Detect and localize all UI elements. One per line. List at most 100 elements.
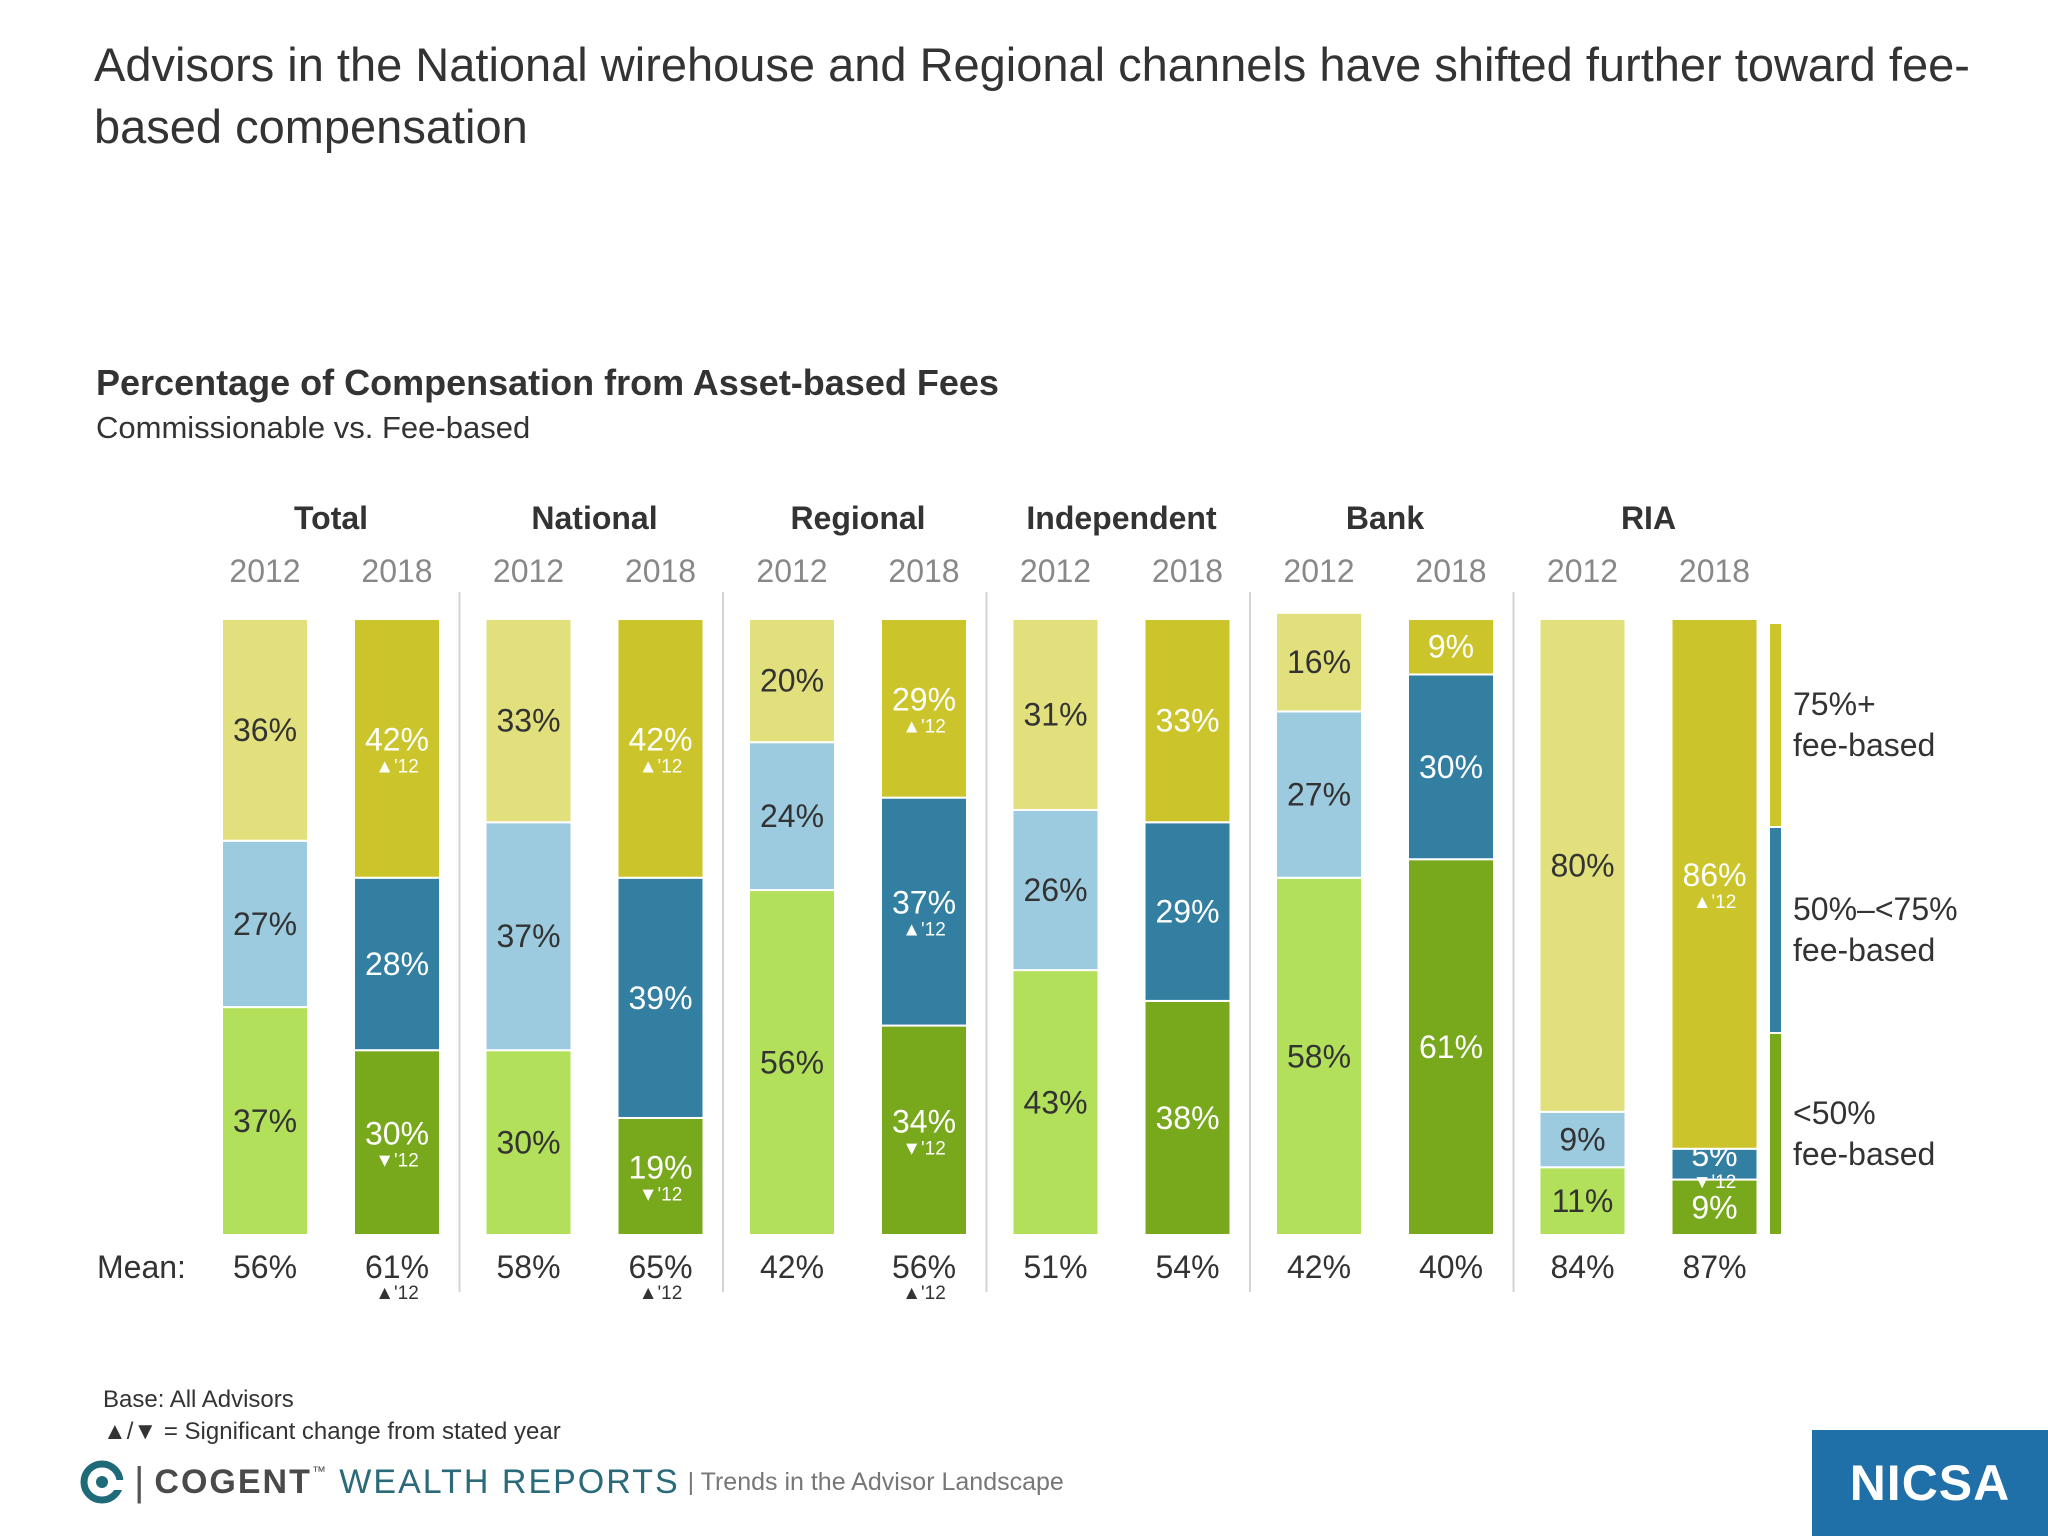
data-label: 24% [760, 798, 824, 834]
year-label: 2018 [888, 553, 959, 589]
data-label: 37% [233, 1103, 297, 1139]
year-label: 2012 [493, 553, 564, 589]
data-label: 42% [365, 721, 429, 757]
significance-marker: ▼'12 [1693, 1172, 1737, 1193]
data-label: 58% [1287, 1038, 1351, 1074]
chart-title: Percentage of Compensation from Asset-ba… [96, 362, 999, 403]
bar-segment-top [221, 618, 309, 842]
brand-trademark: ™ [311, 1462, 328, 1479]
year-label: 2018 [1415, 553, 1486, 589]
data-label: 9% [1428, 629, 1474, 665]
year-label: 2012 [1020, 553, 1091, 589]
mean-value: 58% [496, 1249, 560, 1285]
mean-value: 84% [1550, 1249, 1614, 1285]
bar-segment-mid [1538, 1110, 1627, 1169]
data-label: 33% [1155, 703, 1219, 739]
bar-segment-lt50 [1670, 1178, 1759, 1237]
significance-marker: ▲'12 [375, 756, 419, 777]
data-label: 29% [892, 681, 956, 717]
group-label-ria: RIA [1621, 500, 1676, 536]
year-label: 2018 [625, 553, 696, 589]
bar-segment-lt50 [1275, 876, 1363, 1236]
data-label: 37% [892, 885, 956, 921]
group-label-bank: Bank [1346, 500, 1424, 536]
mean-value: 56% [892, 1249, 956, 1285]
bar-segment-top [748, 618, 836, 744]
data-label: 38% [1155, 1100, 1219, 1136]
mean-value: 42% [1287, 1249, 1351, 1285]
data-label: 9% [1691, 1189, 1737, 1225]
group-label-national: National [531, 500, 657, 536]
bar-segment-lt50 [221, 1006, 309, 1237]
mean-label: Mean: [97, 1249, 186, 1285]
year-label: 2012 [1547, 553, 1618, 589]
data-label: 80% [1550, 847, 1614, 883]
data-label: 56% [760, 1045, 824, 1081]
legend-swatch-top [1770, 624, 1781, 826]
bar-segment-lt50 [1538, 1166, 1627, 1236]
mean-value: 61% [365, 1249, 429, 1285]
year-label: 2012 [229, 553, 300, 589]
bar-segment-lt50 [1143, 999, 1232, 1236]
brand-name-bold: COGENT [154, 1462, 312, 1501]
year-label: 2018 [361, 553, 432, 589]
year-label: 2012 [756, 553, 827, 589]
bar-segment-lt50 [353, 1049, 441, 1236]
data-label: 27% [1287, 777, 1351, 813]
data-label: 86% [1682, 857, 1746, 893]
bar-segment-mid [221, 839, 309, 1009]
significance-marker: ▲'12 [1693, 892, 1737, 913]
bar-segment-top [353, 618, 441, 879]
bar-segment-top [1275, 611, 1363, 713]
data-label: 61% [1419, 1029, 1483, 1065]
brand-name-light: WEALTH REPORTS [339, 1462, 680, 1501]
significance-marker: ▲'12 [902, 716, 946, 737]
bar-segment-lt50 [616, 1116, 705, 1236]
data-label: 42% [628, 721, 692, 757]
data-label: 36% [233, 712, 297, 748]
year-label: 2018 [1679, 553, 1750, 589]
bar-segment-top [616, 618, 705, 879]
legend-label: fee-based [1793, 1136, 1935, 1172]
data-label: 43% [1023, 1085, 1087, 1121]
bar-segment-top [1670, 618, 1759, 1150]
cogent-logo-icon [80, 1460, 124, 1504]
legend-label: fee-based [1793, 727, 1935, 763]
legend-swatch-mid [1770, 828, 1781, 1032]
significance-marker: ▲'12 [639, 756, 683, 777]
mean-significance-marker: ▲'12 [375, 1283, 419, 1304]
bar-segment-top [1011, 618, 1100, 811]
data-label: 34% [892, 1103, 956, 1139]
headline: Advisors in the National wirehouse and R… [94, 38, 1970, 153]
bar-segment-mid [353, 876, 441, 1052]
data-label: 30% [496, 1125, 560, 1161]
mean-significance-marker: ▲'12 [902, 1283, 946, 1304]
chart-subtitle: Commissionable vs. Fee-based [96, 410, 531, 445]
bar-segment-top [1407, 618, 1495, 676]
data-label: 31% [1023, 696, 1087, 732]
data-label: 9% [1559, 1122, 1605, 1158]
bar-segment-top [1143, 618, 1232, 824]
data-label: 26% [1023, 872, 1087, 908]
brand-separator: | [134, 1459, 145, 1504]
legend-label: 75%+ [1793, 686, 1876, 722]
bar-segment-top [484, 618, 573, 824]
bar-segment-top [880, 618, 968, 799]
year-label: 2018 [1152, 553, 1223, 589]
data-label: 39% [628, 980, 692, 1016]
mean-value: 87% [1682, 1249, 1746, 1285]
footnote-base: Base: All Advisors [103, 1386, 294, 1413]
mean-significance-marker: ▲'12 [639, 1283, 683, 1304]
nicsa-logo: NICSA [1812, 1430, 2048, 1536]
bar-segment-mid [484, 821, 573, 1052]
data-label: 30% [1419, 749, 1483, 785]
mean-value: 65% [628, 1249, 692, 1285]
brand-tagline: | Trends in the Advisor Landscape [687, 1467, 1064, 1496]
data-label: 20% [760, 663, 824, 699]
bar-segment-lt50 [748, 889, 836, 1236]
mean-value: 54% [1155, 1249, 1219, 1285]
bar-segment-mid [880, 796, 968, 1027]
data-label: 37% [496, 918, 560, 954]
data-label: 16% [1287, 644, 1351, 680]
significance-marker: ▲'12 [902, 920, 946, 941]
